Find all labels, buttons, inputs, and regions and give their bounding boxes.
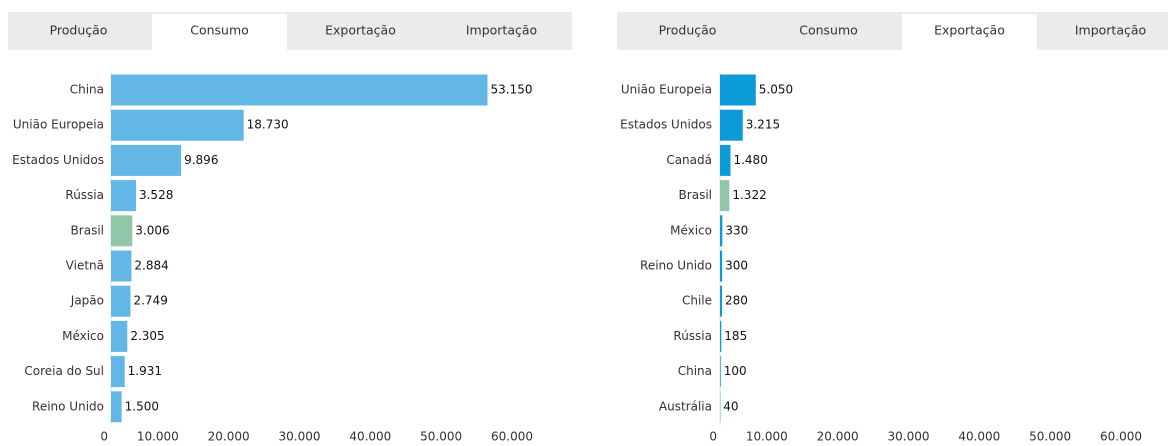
value-label: 40: [723, 399, 738, 413]
x-tick-label: 0: [100, 430, 108, 444]
category-label: México: [62, 329, 104, 343]
x-tick-label: 30.000: [888, 430, 930, 444]
x-tick-label: 50.000: [1029, 430, 1071, 444]
bar: [720, 144, 731, 176]
bar: [111, 320, 128, 352]
category-label: Estados Unidos: [12, 153, 104, 167]
category-label: Estados Unidos: [620, 118, 712, 132]
tab-label[interactable]: Produção: [50, 23, 108, 38]
category-label: Vietnã: [66, 259, 104, 273]
x-tick-label: 0: [709, 430, 717, 444]
category-label: Canadá: [666, 153, 712, 167]
category-label: México: [670, 223, 712, 237]
value-label: 18.730: [247, 118, 289, 132]
value-label: 185: [724, 329, 747, 343]
value-label: 53.150: [490, 83, 532, 97]
bar: [720, 109, 743, 141]
x-tick-label: 20.000: [208, 430, 250, 444]
bar: [720, 250, 723, 282]
value-label: 1.480: [733, 153, 767, 167]
bar: [111, 109, 244, 141]
category-label: União Europeia: [13, 118, 104, 132]
bar: [111, 74, 488, 106]
x-tick-label: 20.000: [817, 430, 859, 444]
bar: [111, 285, 131, 317]
x-tick-label: 60.000: [491, 430, 533, 444]
x-tick-label: 10.000: [746, 430, 788, 444]
bar: [720, 356, 721, 388]
value-label: 100: [724, 364, 747, 378]
category-label: Rússia: [673, 329, 712, 343]
tab-label[interactable]: Exportação: [325, 23, 396, 38]
category-label: China: [678, 364, 712, 378]
category-label: China: [70, 83, 104, 97]
value-label: 3.528: [139, 188, 173, 202]
value-label: 300: [725, 259, 748, 273]
value-label: 1.322: [732, 188, 766, 202]
active-tab: [902, 14, 1037, 50]
bar: [111, 180, 136, 212]
tab-label[interactable]: Produção: [659, 23, 717, 38]
x-tick-label: 40.000: [349, 430, 391, 444]
value-label: 2.749: [133, 294, 167, 308]
value-label: 280: [725, 294, 748, 308]
tab-label[interactable]: Importação: [1075, 23, 1146, 38]
bar: [111, 391, 122, 423]
x-tick-label: 10.000: [137, 430, 179, 444]
bar: [111, 356, 125, 388]
category-label: Austrália: [659, 399, 712, 413]
x-tick-label: 40.000: [958, 430, 1000, 444]
bar: [111, 215, 133, 247]
bar: [720, 320, 722, 352]
x-tick-label: 30.000: [279, 430, 321, 444]
category-label: Japão: [70, 294, 104, 308]
value-label: 2.884: [134, 259, 168, 273]
tab-label[interactable]: Importação: [466, 23, 537, 38]
category-label: Rússia: [65, 188, 104, 202]
category-label: União Europeia: [621, 83, 712, 97]
tab-label[interactable]: Consumo: [799, 23, 858, 38]
category-label: Reino Unido: [32, 399, 104, 413]
value-label: 2.305: [130, 329, 164, 343]
tab-label[interactable]: Consumo: [190, 23, 249, 38]
active-tab: [152, 14, 287, 50]
category-label: Brasil: [71, 223, 104, 237]
value-label: 330: [725, 223, 748, 237]
value-label: 3.006: [135, 223, 169, 237]
bar: [720, 215, 723, 247]
value-label: 9.896: [184, 153, 218, 167]
value-label: 1.500: [125, 399, 159, 413]
tab-label[interactable]: Exportação: [934, 23, 1005, 38]
category-label: Chile: [682, 294, 712, 308]
category-label: Reino Unido: [640, 259, 712, 273]
tab-bar: [617, 12, 1168, 50]
tab-bar: [8, 12, 572, 50]
bar: [720, 180, 730, 212]
bar: [111, 144, 182, 176]
bar: [111, 250, 132, 282]
category-label: Coreia do Sul: [24, 364, 104, 378]
value-label: 1.931: [128, 364, 162, 378]
value-label: 3.215: [746, 118, 780, 132]
x-tick-label: 50.000: [420, 430, 462, 444]
x-tick-label: 60.000: [1100, 430, 1142, 444]
bar: [720, 74, 756, 106]
bar: [720, 285, 722, 317]
category-label: Brasil: [679, 188, 712, 202]
value-label: 5.050: [759, 83, 793, 97]
